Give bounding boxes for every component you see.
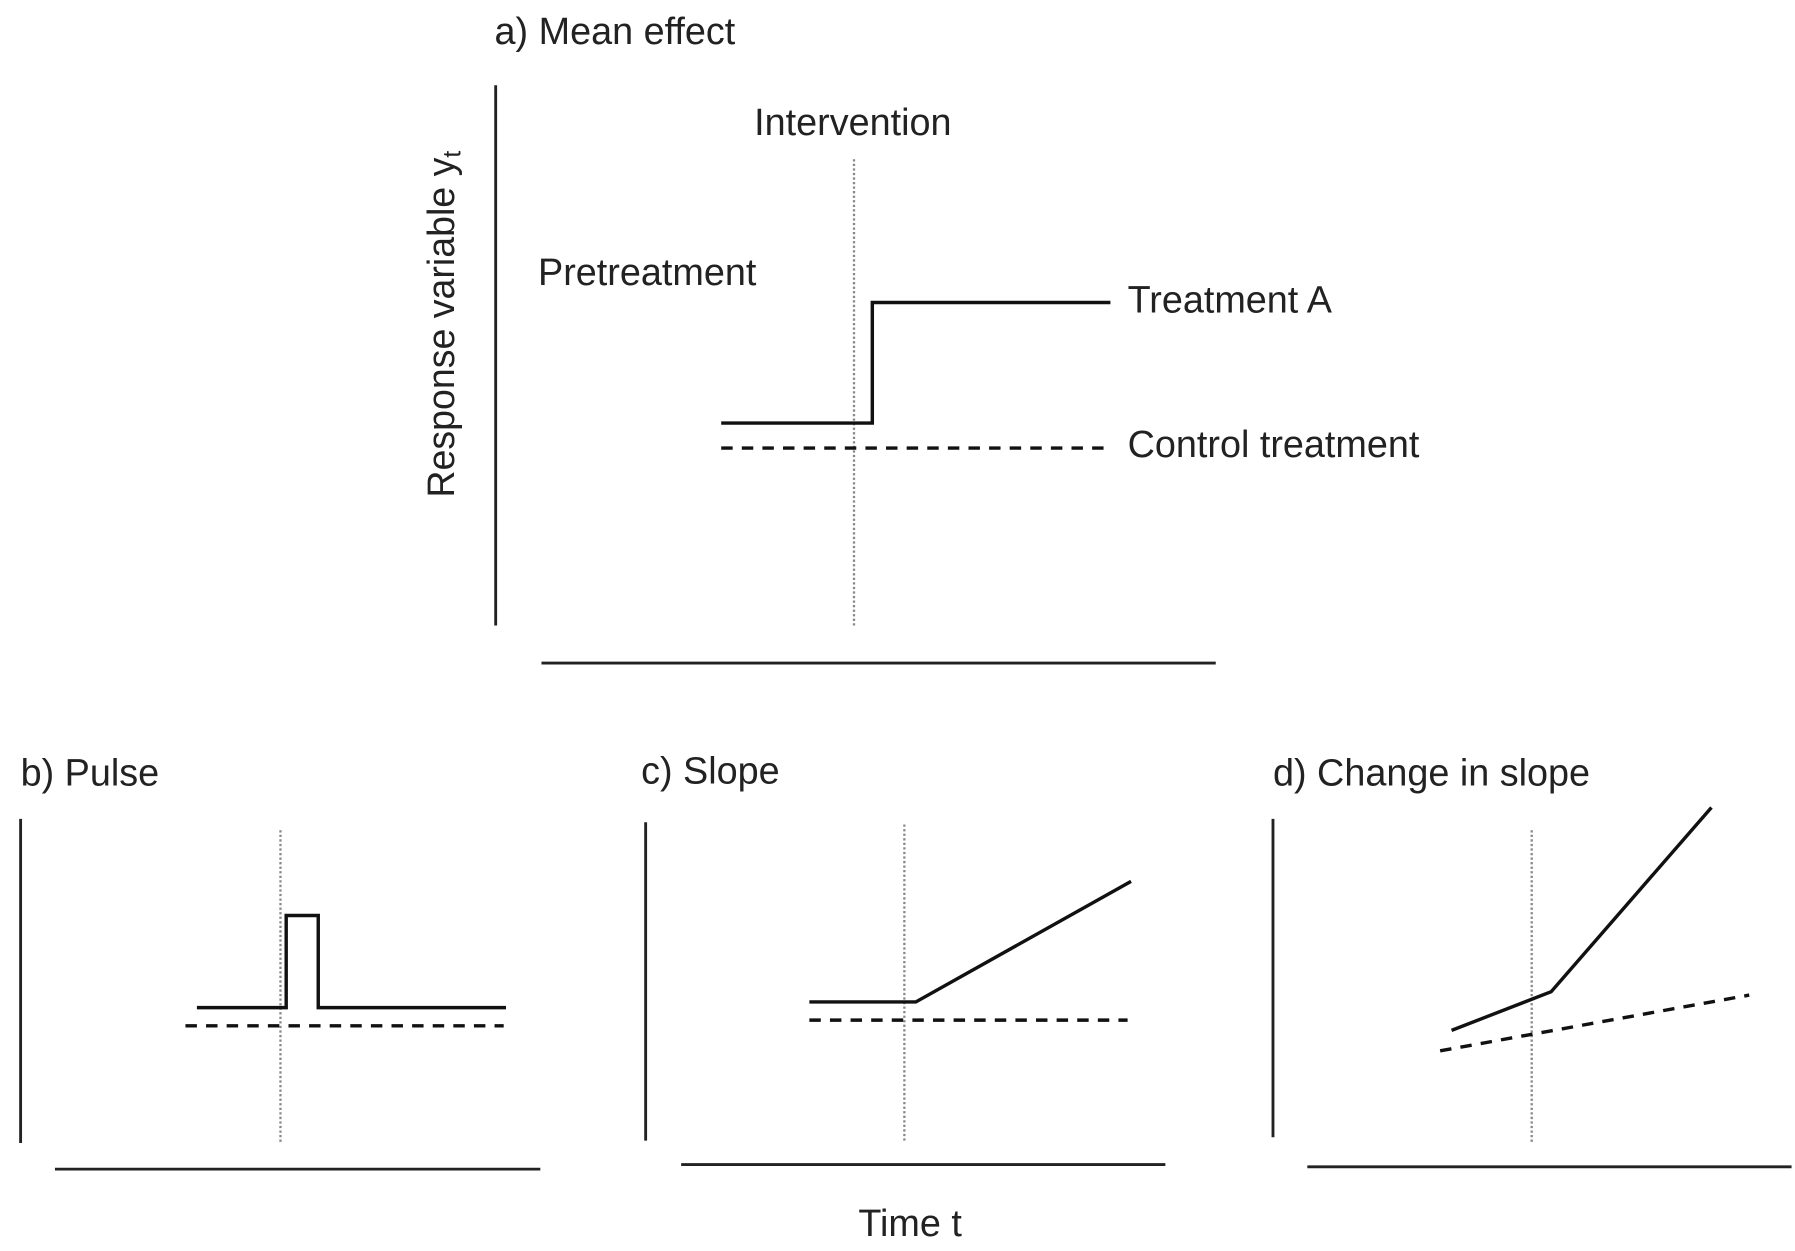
panel-title: c) Slope — [641, 749, 780, 791]
treatment-line — [1450, 806, 1713, 1032]
treatment-line — [809, 879, 1132, 1004]
panel-b: b) Pulse — [19, 752, 541, 1171]
y-axis-label: Response variable yt — [420, 151, 466, 498]
panel-c: c) Slope — [641, 749, 1166, 1166]
treatment-line — [196, 913, 506, 1010]
x-axis-label: Time t — [858, 1202, 962, 1244]
panel-title: a) Mean effect — [495, 10, 736, 52]
y-axis-label-text: Response variable y — [420, 157, 462, 497]
treatment-line — [721, 300, 1111, 425]
control-line — [1439, 993, 1750, 1053]
panel-title: d) Change in slope — [1273, 752, 1590, 794]
panel-d: d) Change in slope — [1271, 752, 1792, 1169]
annotation: Control treatment — [1128, 423, 1420, 465]
y-axis-label-subscript: t — [438, 151, 466, 158]
panel-a: a) Mean effect Intervention Pretreatment… — [420, 10, 1420, 665]
annotation: Intervention — [754, 101, 951, 143]
annotation: Treatment A — [1128, 279, 1333, 321]
annotation: Pretreatment — [538, 251, 757, 293]
panel-title: b) Pulse — [21, 752, 160, 794]
